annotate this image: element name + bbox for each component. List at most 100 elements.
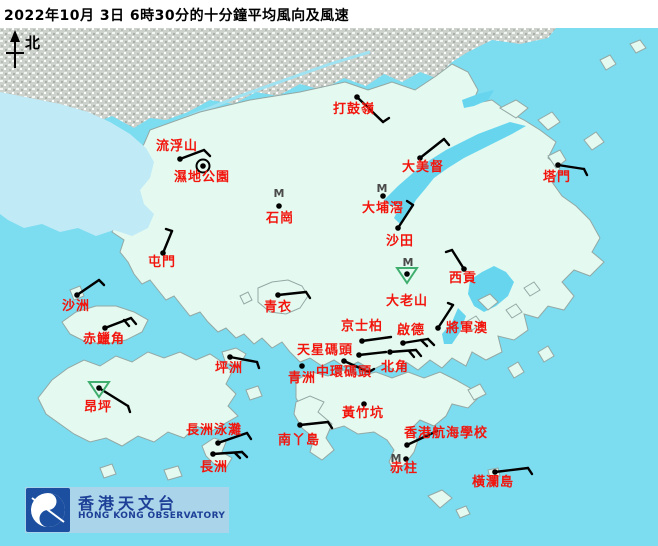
station-cheung-chau — [210, 450, 249, 460]
wind-barb — [255, 360, 261, 370]
wind-barb — [304, 290, 312, 300]
station-label-ta-kwu-ling: 打鼓嶺 — [333, 102, 376, 117]
station-sai-kung — [444, 248, 467, 272]
station-dot — [461, 266, 467, 272]
station-label-cheung-chau-beach: 長洲泳灘 — [186, 423, 243, 438]
station-dot — [74, 292, 80, 298]
station-label-wetland-park: 濕地公園 — [174, 170, 231, 185]
wind-barb — [436, 303, 455, 330]
station-dot — [417, 155, 423, 161]
ninepin-islands — [537, 345, 555, 363]
soko-islands — [99, 463, 117, 479]
shelter-island-3 — [523, 281, 541, 297]
wind-barb — [407, 349, 416, 359]
beaufort-island — [455, 505, 471, 519]
hei-ling-chau — [245, 385, 263, 401]
station-dot — [403, 456, 409, 462]
station-label-tap-mun: 塔門 — [543, 170, 572, 185]
station-label-tai-po-kau: 大埔滘 — [362, 201, 405, 216]
mirs-bay-islet-1 — [599, 54, 617, 71]
wind-barb — [381, 116, 391, 124]
station-label-peng-chau: 坪洲 — [215, 361, 244, 376]
station-kings-park — [359, 335, 393, 344]
station-waglan-island — [492, 466, 534, 476]
wind-barb — [396, 203, 415, 230]
mountain-marker: M — [274, 187, 285, 200]
wind-barb — [342, 359, 371, 374]
wind-barb — [582, 167, 589, 177]
kau-sai-chau — [465, 315, 483, 331]
station-label-sha-tin: 沙田 — [386, 234, 415, 249]
station-label-lau-fau-shan: 流浮山 — [156, 139, 199, 154]
station-north-point — [387, 348, 423, 359]
station-label-wong-chuk-hang: 黃竹坑 — [342, 406, 385, 421]
wind-barb — [211, 450, 244, 456]
station-dot — [400, 340, 406, 346]
wind-barb — [245, 431, 253, 441]
hong-kong-island — [295, 369, 479, 473]
hko-name-english: HONG KONG OBSERVATORY — [78, 511, 226, 521]
wind-barb — [75, 278, 101, 297]
wind-barb — [419, 338, 429, 348]
station-label-lamma-island: 南丫島 — [278, 433, 321, 448]
ma-wan-island — [239, 291, 253, 305]
station-green-island — [299, 363, 305, 369]
ping-chau-ne — [583, 131, 605, 151]
station-dot — [215, 440, 221, 446]
crooked-island — [537, 111, 561, 131]
station-dot — [359, 338, 365, 344]
wind-barb — [228, 355, 259, 364]
mountain-marker: M — [377, 182, 388, 195]
mirs-bay-islet-2 — [629, 39, 647, 54]
shek-kwu-chau — [163, 465, 183, 481]
station-label-kings-park: 京士柏 — [341, 319, 384, 334]
station-tai-po-kau: M — [377, 182, 388, 199]
ring-marker — [195, 158, 211, 174]
wind-barb — [450, 248, 466, 271]
kat-o-island — [498, 99, 529, 119]
station-tates-cairn: M — [395, 256, 419, 285]
tap-mun-island — [547, 149, 567, 169]
station-sha-chau — [74, 278, 106, 298]
triangle-marker — [87, 381, 111, 399]
station-dot — [275, 292, 281, 298]
station-dot — [555, 162, 561, 168]
station-dot — [177, 156, 183, 162]
wind-barb — [426, 337, 436, 347]
station-label-kai-tak: 啟德 — [397, 323, 426, 338]
station-label-tsing-yi: 青衣 — [264, 300, 293, 315]
wind-barb — [442, 137, 451, 147]
tsing-yi-island — [257, 279, 309, 315]
station-ta-kwu-ling — [354, 94, 391, 124]
wind-barb — [367, 367, 376, 374]
station-label-tai-mei-tuk: 大美督 — [402, 160, 445, 175]
station-label-north-point: 北角 — [381, 360, 410, 375]
junk-bay — [442, 308, 466, 344]
wind-barb — [405, 199, 415, 207]
shelter-island-2 — [505, 303, 523, 319]
wind-barb — [276, 290, 308, 297]
station-wong-chuk-hang — [361, 401, 367, 407]
station-wetland-park — [195, 158, 211, 174]
lamma-island-shape — [293, 395, 335, 461]
station-dot — [492, 469, 498, 475]
north-label: 北 — [25, 34, 41, 52]
station-cheung-chau-beach — [215, 431, 253, 446]
wind-barb — [355, 95, 385, 124]
station-dot — [387, 349, 393, 355]
station-layer: M M M M — [74, 94, 589, 476]
station-dot — [380, 193, 386, 199]
station-dot — [404, 442, 410, 448]
station-tap-mun — [555, 162, 589, 177]
station-label-chek-lap-kok: 赤鱲角 — [83, 332, 126, 347]
station-label-sha-chau: 沙洲 — [62, 299, 91, 314]
wind-barb — [446, 301, 455, 307]
station-hk-sea-school — [404, 429, 439, 448]
station-dot — [435, 325, 441, 331]
wind-barb — [326, 420, 334, 430]
shelter-island-1 — [477, 293, 499, 311]
station-dot — [299, 363, 305, 369]
po-toi-island — [427, 489, 453, 509]
triangle-marker — [395, 267, 419, 285]
